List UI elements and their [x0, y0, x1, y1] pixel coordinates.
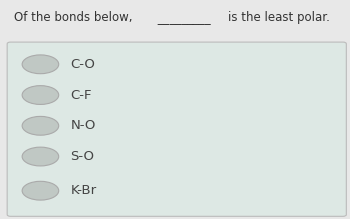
Text: S-O: S-O [70, 150, 95, 163]
Text: is the least polar.: is the least polar. [228, 11, 329, 24]
Circle shape [22, 117, 59, 135]
Text: _________: _________ [154, 11, 214, 24]
Text: N-O: N-O [70, 119, 96, 132]
Circle shape [22, 55, 59, 74]
Text: Of the bonds below,: Of the bonds below, [14, 11, 133, 24]
Circle shape [22, 147, 59, 166]
Circle shape [22, 181, 59, 200]
Circle shape [22, 86, 59, 104]
Text: K-Br: K-Br [70, 184, 97, 197]
FancyBboxPatch shape [7, 42, 346, 216]
Text: C-O: C-O [70, 58, 95, 71]
Text: C-F: C-F [70, 88, 92, 102]
